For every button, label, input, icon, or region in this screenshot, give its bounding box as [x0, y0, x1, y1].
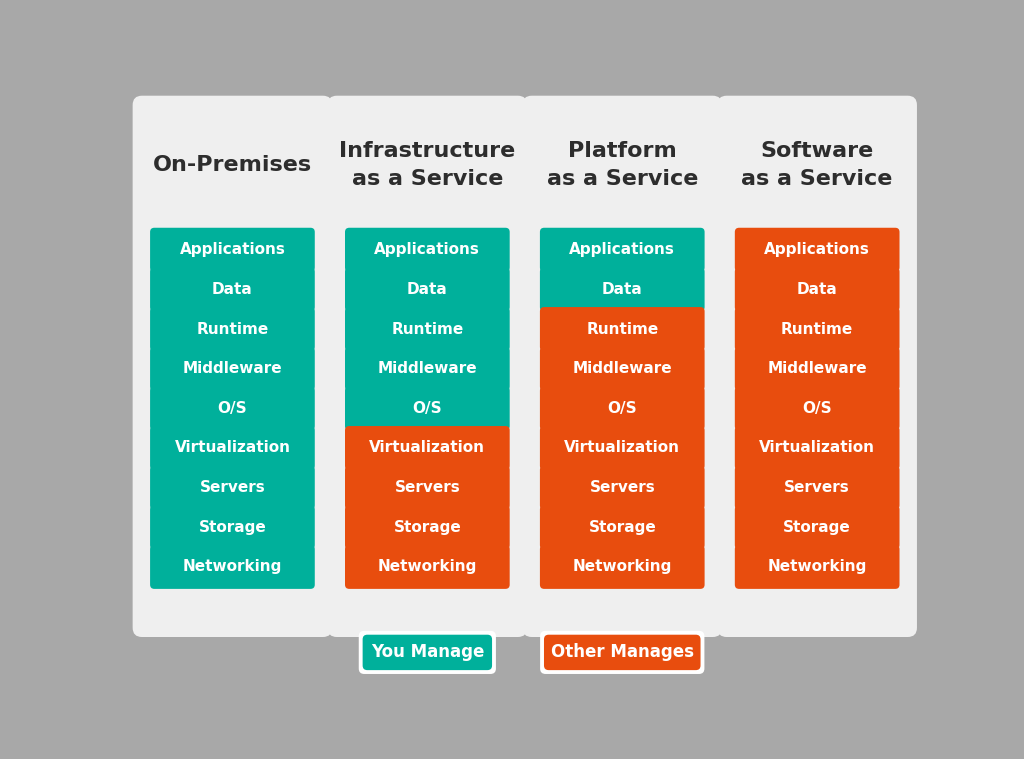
- Text: Data: Data: [602, 282, 643, 297]
- FancyBboxPatch shape: [345, 505, 510, 550]
- Text: Applications: Applications: [179, 242, 286, 257]
- FancyBboxPatch shape: [735, 466, 899, 509]
- Text: Software
as a Service: Software as a Service: [741, 140, 893, 189]
- Text: Applications: Applications: [375, 242, 480, 257]
- Text: Storage: Storage: [589, 520, 656, 535]
- Text: Servers: Servers: [200, 480, 265, 495]
- Text: O/S: O/S: [413, 401, 442, 416]
- Text: Middleware: Middleware: [572, 361, 672, 376]
- FancyBboxPatch shape: [151, 466, 314, 509]
- FancyBboxPatch shape: [735, 347, 899, 391]
- FancyBboxPatch shape: [544, 635, 700, 670]
- Text: Platform
as a Service: Platform as a Service: [547, 140, 698, 189]
- FancyBboxPatch shape: [735, 228, 899, 272]
- FancyBboxPatch shape: [735, 307, 899, 351]
- FancyBboxPatch shape: [540, 386, 705, 430]
- FancyBboxPatch shape: [345, 307, 510, 351]
- FancyBboxPatch shape: [735, 426, 899, 470]
- Text: Data: Data: [212, 282, 253, 297]
- FancyBboxPatch shape: [345, 545, 510, 589]
- FancyBboxPatch shape: [358, 631, 496, 674]
- FancyBboxPatch shape: [735, 505, 899, 550]
- Text: Runtime: Runtime: [197, 322, 268, 336]
- FancyBboxPatch shape: [133, 96, 332, 637]
- FancyBboxPatch shape: [540, 307, 705, 351]
- FancyBboxPatch shape: [540, 267, 705, 311]
- FancyBboxPatch shape: [345, 228, 510, 272]
- FancyBboxPatch shape: [735, 545, 899, 589]
- FancyBboxPatch shape: [151, 505, 314, 550]
- FancyBboxPatch shape: [345, 466, 510, 509]
- Text: Data: Data: [407, 282, 447, 297]
- Text: Runtime: Runtime: [781, 322, 853, 336]
- FancyBboxPatch shape: [362, 635, 493, 670]
- Text: Storage: Storage: [783, 520, 851, 535]
- Text: Middleware: Middleware: [767, 361, 867, 376]
- Text: Servers: Servers: [784, 480, 850, 495]
- Text: Applications: Applications: [569, 242, 675, 257]
- Text: Storage: Storage: [393, 520, 461, 535]
- FancyBboxPatch shape: [540, 631, 705, 674]
- Text: Virtualization: Virtualization: [370, 440, 485, 455]
- Text: Infrastructure
as a Service: Infrastructure as a Service: [339, 140, 515, 189]
- FancyBboxPatch shape: [151, 267, 314, 311]
- FancyBboxPatch shape: [151, 228, 314, 272]
- FancyBboxPatch shape: [345, 426, 510, 470]
- FancyBboxPatch shape: [540, 545, 705, 589]
- Text: Servers: Servers: [590, 480, 655, 495]
- FancyBboxPatch shape: [540, 466, 705, 509]
- Text: O/S: O/S: [803, 401, 831, 416]
- Text: Networking: Networking: [182, 559, 283, 575]
- Text: Middleware: Middleware: [378, 361, 477, 376]
- FancyBboxPatch shape: [151, 545, 314, 589]
- Text: Storage: Storage: [199, 520, 266, 535]
- Text: Middleware: Middleware: [182, 361, 283, 376]
- FancyBboxPatch shape: [540, 228, 705, 272]
- Text: Virtualization: Virtualization: [174, 440, 291, 455]
- FancyBboxPatch shape: [151, 307, 314, 351]
- Text: Other Manages: Other Manages: [551, 644, 693, 661]
- Text: Virtualization: Virtualization: [564, 440, 680, 455]
- Text: Data: Data: [797, 282, 838, 297]
- Text: Runtime: Runtime: [586, 322, 658, 336]
- Text: On-Premises: On-Premises: [153, 155, 312, 175]
- FancyBboxPatch shape: [151, 426, 314, 470]
- Text: Networking: Networking: [767, 559, 867, 575]
- FancyBboxPatch shape: [522, 96, 722, 637]
- Text: Networking: Networking: [378, 559, 477, 575]
- Text: You Manage: You Manage: [371, 644, 484, 661]
- FancyBboxPatch shape: [345, 267, 510, 311]
- FancyBboxPatch shape: [718, 96, 916, 637]
- Text: Networking: Networking: [572, 559, 672, 575]
- Text: O/S: O/S: [607, 401, 637, 416]
- FancyBboxPatch shape: [735, 267, 899, 311]
- FancyBboxPatch shape: [540, 426, 705, 470]
- FancyBboxPatch shape: [345, 347, 510, 391]
- FancyBboxPatch shape: [540, 505, 705, 550]
- FancyBboxPatch shape: [151, 386, 314, 430]
- FancyBboxPatch shape: [328, 96, 527, 637]
- Text: Virtualization: Virtualization: [759, 440, 876, 455]
- Text: Runtime: Runtime: [391, 322, 464, 336]
- Text: Servers: Servers: [394, 480, 460, 495]
- Text: Applications: Applications: [764, 242, 870, 257]
- FancyBboxPatch shape: [735, 386, 899, 430]
- FancyBboxPatch shape: [540, 347, 705, 391]
- FancyBboxPatch shape: [345, 386, 510, 430]
- Text: O/S: O/S: [218, 401, 247, 416]
- FancyBboxPatch shape: [151, 347, 314, 391]
